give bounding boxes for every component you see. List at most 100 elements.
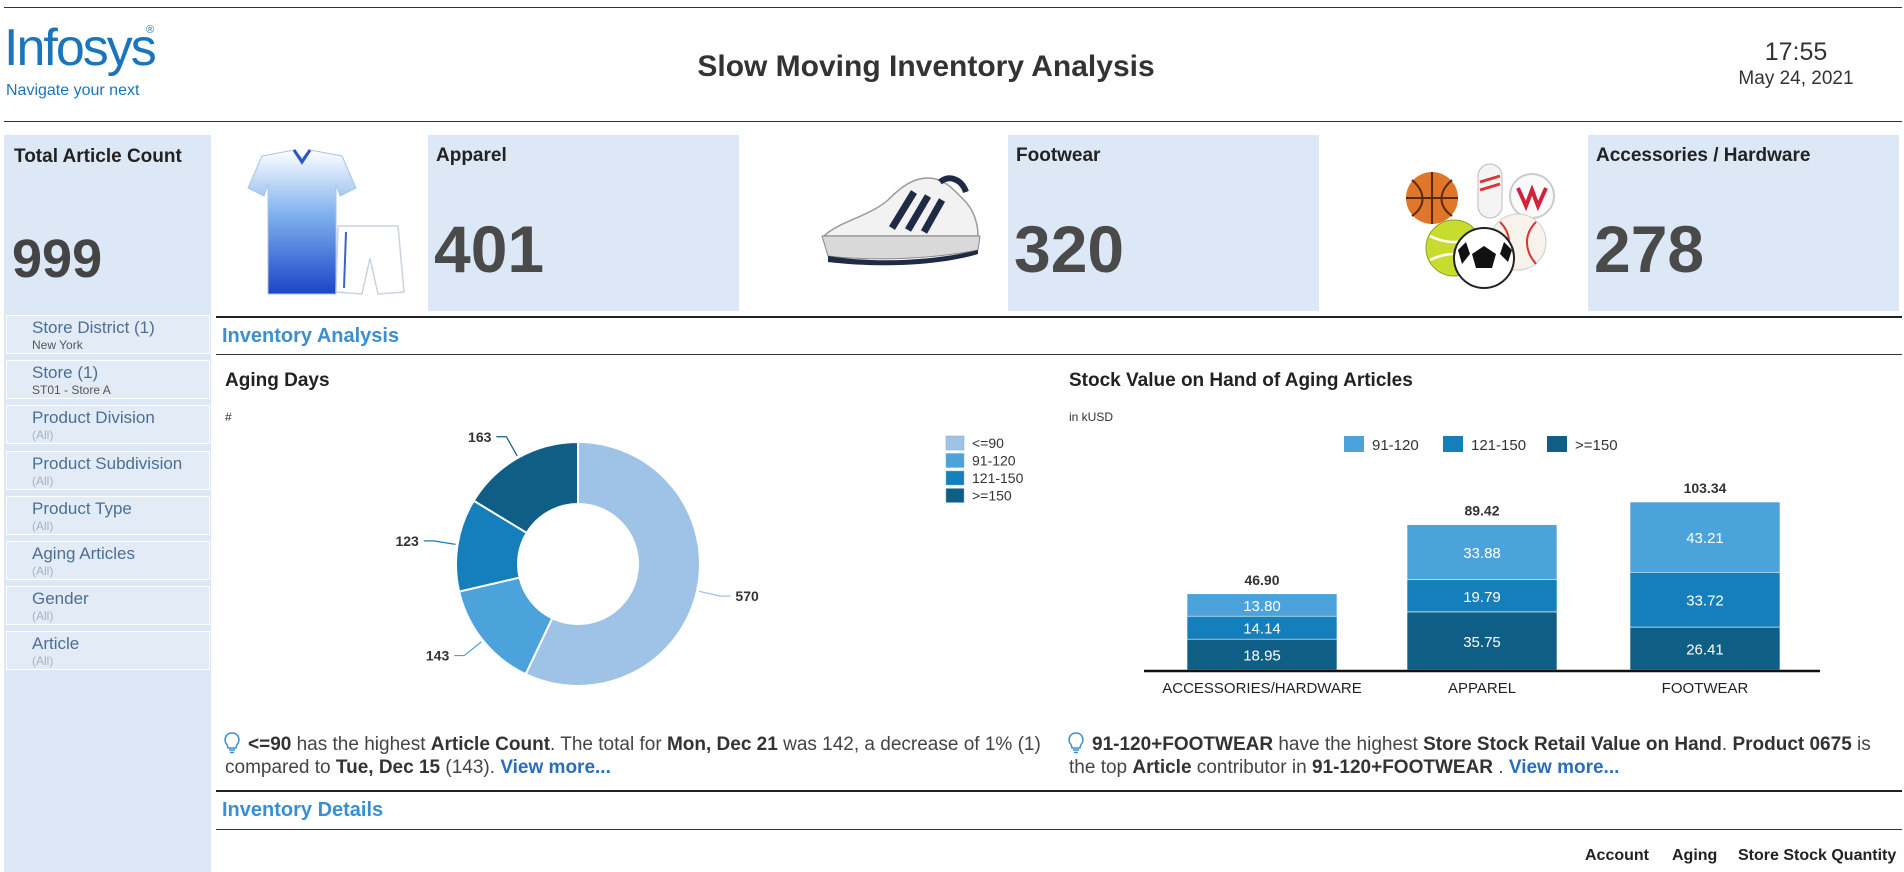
stock-stacked-bar-chart: 91-120 121-150 >=150 18.95 14.14 13.80 46.90 AC… [1144,436,1820,697]
category-card-accessories-hardware[interactable]: Accessories / Hardware 278 [1588,135,1899,311]
column-header-account[interactable]: Account [1585,847,1649,864]
legend-swatch [1344,436,1364,452]
infosys-logo: Infosys [4,19,157,77]
total-article-card [4,135,211,311]
donut-slice-1 [524,440,701,687]
filter-label: Store District (1) [32,318,155,337]
insight-text: . The total for [550,734,667,755]
category-value: 401 [434,212,545,286]
donut-leader-line [496,436,518,457]
section-title-inventory-details: Inventory Details [222,799,384,821]
filter-product-subdivision[interactable]: Product Subdivision (All) [6,451,210,490]
filter-value: (All) [32,474,54,488]
insight-term: Product 0675 [1732,734,1852,755]
bar-segment-label: 43.21 [1686,530,1724,547]
section-title-inventory-analysis: Inventory Analysis [222,325,400,347]
page-title: Slow Moving Inventory Analysis [697,50,1155,83]
insight-term: Article Count [430,734,551,755]
filter-label: Aging Articles [32,544,135,563]
insight-text: (143). [440,757,501,778]
bar-segment-label: 33.72 [1686,593,1724,610]
bar-total-label: 46.90 [1244,572,1279,588]
legend-label: <=90 [972,435,1004,451]
category-value: 278 [1594,212,1705,286]
aging-view-more-link[interactable]: View more... [500,757,611,778]
bar-segment [1629,501,1781,573]
filter-label: Store (1) [32,363,99,382]
bar-segment [1186,638,1338,671]
legend-label: 91-120 [1372,437,1419,454]
total-article-value: 999 [12,229,103,289]
donut-data-label: 143 [426,648,450,664]
insight-term: 91-120+FOOTWEAR [1092,734,1274,755]
insight-term: <=90 [248,734,292,755]
filter-value: (All) [32,609,54,623]
legend-label: 121-150 [1471,437,1526,454]
total-article-label: Total Article Count [14,146,182,167]
section-rule [216,829,1902,830]
category-card-footwear[interactable]: Footwear 320 [1008,135,1319,311]
filter-article[interactable]: Article (All) [6,631,210,670]
filter-aging-articles[interactable]: Aging Articles (All) [6,541,210,580]
bar-segment-label: 26.41 [1686,642,1724,659]
bar-segment-label: 19.79 [1463,589,1501,606]
filter-value: (All) [32,519,54,533]
donut-data-label: 123 [395,533,419,549]
filter-product-type[interactable]: Product Type (All) [6,496,210,535]
stock-view-more-link[interactable]: View more... [1508,757,1620,778]
legend-label: 91-120 [972,453,1016,469]
donut-data-label: 570 [735,588,759,604]
section-rule [216,354,1902,355]
header-top-rule [4,7,1902,8]
donut-leader-line [698,590,731,597]
donut-data-label: 163 [468,429,492,445]
insight-term: Article [1132,757,1192,778]
bar-segment [1186,593,1338,617]
bar-segment-label: 18.95 [1243,648,1281,665]
clock-date: May 24, 2021 [1738,68,1854,89]
filter-product-division[interactable]: Product Division (All) [6,405,210,444]
filter-label: Product Division [32,408,155,427]
legend-label: >=150 [972,488,1012,504]
insight-text: has the highest [291,734,431,755]
insight-text: contributor in [1191,757,1312,778]
category-tick-label: ACCESSORIES/HARDWARE [1162,680,1361,697]
filter-gender[interactable]: Gender (All) [6,586,210,625]
column-header-aging[interactable]: Aging [1672,847,1718,864]
category-title: Footwear [1016,145,1101,166]
filter-label: Product Subdivision [32,454,183,473]
donut-leader-line [454,641,482,657]
lightbulb-icon [224,732,240,754]
bar-segment-label: 35.75 [1463,634,1501,651]
insight-term: Store Stock Retail Value on Hand [1423,734,1722,755]
legend-swatch [945,470,965,486]
filter-store-district[interactable]: Store District (1) New York [6,315,210,354]
aging-chart-title: Aging Days [225,370,330,391]
header-bottom-rule [4,121,1902,122]
legend-swatch [1443,436,1463,452]
category-value: 320 [1014,212,1125,286]
bar-total-label: 103.34 [1684,480,1727,496]
category-card-apparel[interactable]: Apparel 401 [428,135,739,311]
bar-segment [1406,579,1558,613]
section-rule [216,790,1902,792]
sports-balls-image [1406,163,1555,289]
column-header-store-stock-quantity[interactable]: Store Stock Quantity [1738,847,1897,864]
category-tick-label: APPAREL [1448,680,1516,697]
filter-value: ST01 - Store A [32,383,111,397]
legend-label: >=150 [1575,437,1618,454]
bar-segment [1629,626,1781,671]
legend-swatch [1547,436,1567,452]
legend-swatch [945,435,965,451]
bar-segment-label: 14.14 [1243,621,1281,638]
stock-insight: 91-120+FOOTWEAR have the highest Store S… [1069,733,1899,779]
legend-label: 121-150 [972,470,1024,486]
aging-donut-chart: 570 143 123 163 [395,429,759,687]
filter-value: (All) [32,428,54,442]
filter-label: Product Type [32,499,132,518]
filter-store[interactable]: Store (1) ST01 - Store A [6,360,210,399]
category-tick-label: FOOTWEAR [1662,680,1749,697]
section-rule [216,316,1902,318]
insight-term: Mon, Dec 21 [666,734,778,755]
